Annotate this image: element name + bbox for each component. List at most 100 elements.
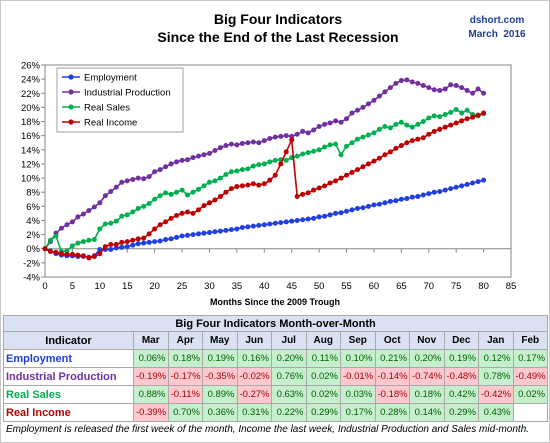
data-point: [272, 220, 278, 226]
table-cell: 0.12%: [478, 349, 514, 368]
data-point: [442, 111, 448, 117]
chart-legend: Employment Industrial Production Real Sale…: [56, 67, 184, 133]
x-tick-label: 55: [341, 281, 352, 292]
legend-swatch-marker: [68, 104, 74, 110]
data-point: [91, 204, 97, 210]
x-tick-label: 75: [451, 281, 462, 292]
data-point: [283, 133, 289, 139]
table-cell: 0.76%: [271, 367, 307, 386]
data-point: [431, 87, 437, 93]
data-point: [256, 222, 262, 228]
table-cell: 0.18%: [409, 385, 445, 404]
data-point: [349, 169, 355, 175]
table-cell: 0.20%: [409, 349, 445, 368]
data-point: [393, 198, 399, 204]
data-point: [119, 179, 125, 185]
data-point: [261, 222, 267, 228]
data-point: [256, 162, 262, 168]
table-cell: 0.36%: [202, 403, 238, 422]
data-point: [124, 244, 130, 250]
data-point: [179, 210, 185, 216]
indicator-name: Industrial Production: [3, 367, 134, 386]
data-point: [146, 239, 152, 245]
data-point: [196, 186, 202, 192]
data-point: [382, 123, 388, 129]
data-point: [179, 233, 185, 239]
data-point: [196, 231, 202, 237]
data-point: [245, 224, 251, 230]
data-point: [354, 136, 360, 142]
table-cell: -0.27%: [236, 385, 272, 404]
table-cell: 0.19%: [443, 349, 479, 368]
data-point: [404, 122, 410, 128]
data-point: [141, 235, 147, 241]
table-cell: 0.14%: [409, 403, 445, 422]
x-tick-label: 30: [204, 281, 215, 292]
data-point: [431, 113, 437, 119]
plot-area: [44, 64, 512, 278]
data-point: [135, 241, 141, 247]
data-point: [163, 190, 169, 196]
series-real-sales: [42, 107, 487, 255]
data-point: [152, 226, 158, 232]
table-cell: -0.14%: [374, 367, 410, 386]
data-point: [365, 101, 371, 107]
data-point: [206, 150, 212, 156]
data-point: [431, 128, 437, 134]
data-point: [426, 115, 432, 121]
data-point: [250, 163, 256, 169]
data-point: [250, 181, 256, 187]
data-point: [239, 140, 245, 146]
legend-label: Real Sales: [84, 103, 130, 114]
date-label: March 2016: [468, 29, 526, 40]
data-point: [442, 86, 448, 92]
data-point: [58, 251, 64, 257]
data-point: [387, 198, 393, 204]
data-point: [365, 132, 371, 138]
data-point: [250, 223, 256, 229]
data-point: [409, 124, 415, 130]
data-point: [190, 155, 196, 161]
data-point: [278, 133, 284, 139]
data-point: [338, 175, 344, 181]
month-header: Jun: [236, 331, 272, 350]
data-point: [174, 159, 180, 165]
data-point: [113, 218, 119, 224]
data-point: [283, 149, 289, 155]
data-point: [256, 182, 262, 188]
table-cell: -0.49%: [512, 367, 549, 386]
x-tick-label: 5: [70, 281, 75, 292]
x-tick-label: 60: [369, 281, 380, 292]
table-cell: 0.78%: [478, 367, 514, 386]
data-point: [157, 238, 163, 244]
legend-label: Real Income: [84, 118, 137, 129]
series-employment: [42, 177, 487, 260]
data-point: [119, 213, 125, 219]
data-point: [311, 215, 317, 221]
data-point: [163, 237, 169, 243]
data-point: [327, 180, 333, 186]
indicator-name: Real Income: [3, 403, 134, 422]
series-real-income: [42, 110, 487, 261]
data-point: [124, 212, 130, 218]
table-cell: -0.19%: [133, 367, 169, 386]
legend-item: Employment: [62, 73, 137, 84]
data-point: [305, 130, 311, 136]
data-point: [185, 209, 191, 215]
data-point: [448, 109, 454, 115]
month-header: Sep: [340, 331, 376, 350]
line-chart: Big Four Indicators Since the End of the…: [21, 11, 526, 307]
data-point: [130, 237, 136, 243]
indicator-name: Real Sales: [3, 385, 134, 404]
table-cell: -0.18%: [374, 385, 410, 404]
data-point: [327, 212, 333, 218]
data-point: [322, 183, 328, 189]
data-point: [97, 200, 103, 206]
data-point: [448, 186, 454, 192]
data-point: [393, 80, 399, 86]
data-point: [409, 79, 415, 85]
table-row: Real Sales 0.88% -0.11% 0.89% -0.27% 0.63% 0.0…: [3, 385, 549, 404]
data-point: [146, 174, 152, 180]
table-cell: 0.17%: [340, 403, 376, 422]
data-point: [239, 167, 245, 173]
